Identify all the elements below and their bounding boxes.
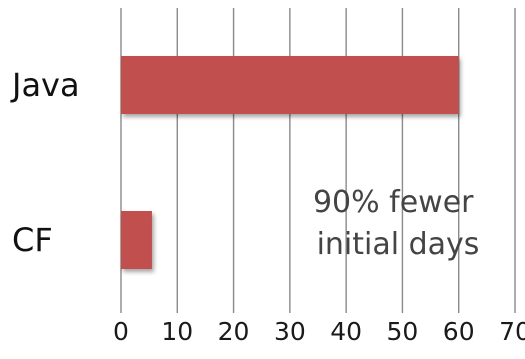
x-tick-label-60: 60	[443, 317, 475, 346]
x-tick-label-30: 30	[274, 317, 306, 346]
annotation-text: 90% fewer initial days	[313, 185, 483, 262]
bar-cf	[121, 211, 152, 269]
x-tick-label-40: 40	[330, 317, 362, 346]
x-tick-label-0: 0	[113, 317, 129, 346]
x-tick-label-20: 20	[218, 317, 250, 346]
bar-java	[121, 56, 459, 114]
annotation-line-1: 90% fewer	[313, 185, 474, 220]
category-label-cf: CF	[12, 221, 53, 259]
x-tick-label-50: 50	[387, 317, 419, 346]
category-labels: Java CF	[10, 66, 80, 259]
x-tick-label-70: 70	[499, 317, 525, 346]
bars	[121, 56, 459, 269]
grid-lines	[120, 8, 516, 313]
x-axis-tick-labels: 0 10 20 30 40 50 60 70	[113, 317, 525, 346]
annotation-line-2: initial days	[317, 227, 480, 262]
category-label-java: Java	[10, 66, 80, 104]
x-tick-label-10: 10	[161, 317, 193, 346]
